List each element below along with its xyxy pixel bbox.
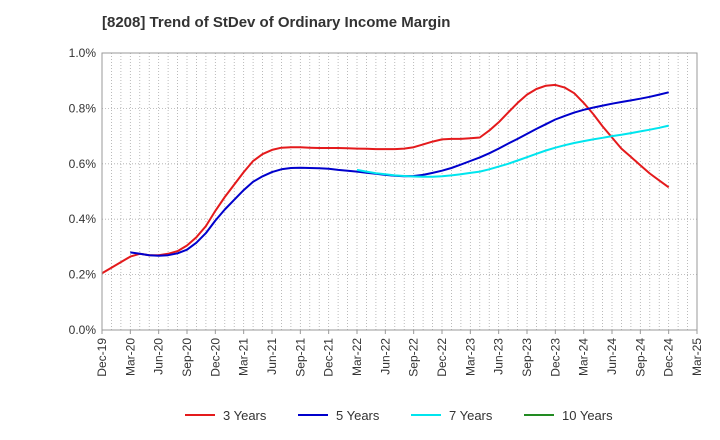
y-axis: 0.0% 0.2% 0.4% 0.6% 0.8% 1.0%	[69, 46, 97, 337]
series-line-7-years	[356, 124, 669, 178]
x-tick-label: Sep-22	[407, 338, 421, 377]
x-tick-label: Sep-21	[293, 338, 307, 377]
y-tick-label: 0.0%	[69, 323, 97, 337]
x-tick-label: Dec-23	[548, 338, 562, 377]
x-tick-label: Dec-21	[322, 338, 336, 377]
y-tick-label: 0.4%	[69, 212, 97, 226]
grid	[101, 52, 698, 331]
legend-label: 7 Years	[449, 408, 493, 423]
y-tick-label: 0.6%	[69, 157, 97, 171]
legend-label: 10 Years	[562, 408, 613, 423]
series-line-3-years	[101, 83, 670, 275]
legend-label: 3 Years	[223, 408, 267, 423]
x-tick-label: Jun-23	[492, 338, 506, 375]
x-tick-label: Jun-21	[265, 338, 279, 375]
x-tick-label: Mar-25	[690, 338, 704, 376]
x-tick-label: Mar-21	[237, 338, 251, 376]
x-tick-label: Mar-24	[577, 338, 591, 376]
series-lines	[101, 83, 670, 275]
x-tick-label: Sep-20	[180, 338, 194, 377]
x-tick-label: Jun-24	[605, 338, 619, 375]
y-tick-label: 1.0%	[69, 46, 97, 60]
x-tick-label: Jun-22	[378, 338, 392, 375]
x-tick-label: Mar-22	[350, 338, 364, 376]
x-tick-label: Dec-22	[435, 338, 449, 377]
legend: 3 Years 5 Years 7 Years 10 Years	[185, 408, 613, 423]
y-tick-label: 0.2%	[69, 268, 97, 282]
chart-title: [8208] Trend of StDev of Ordinary Income…	[102, 14, 450, 31]
x-axis: Dec-19 Mar-20 Jun-20 Sep-20 Dec-20 Mar-21 Jun-…	[95, 330, 704, 377]
legend-label: 5 Years	[336, 408, 380, 423]
x-tick-label: Jun-20	[152, 338, 166, 375]
x-tick-label: Mar-23	[463, 338, 477, 376]
y-tick-label: 0.8%	[69, 101, 97, 115]
x-tick-label: Sep-23	[520, 338, 534, 377]
x-tick-label: Mar-20	[123, 338, 137, 376]
x-tick-label: Sep-24	[633, 338, 647, 377]
x-tick-label: Dec-19	[95, 338, 109, 377]
plot-border	[101, 52, 698, 331]
x-tick-label: Dec-20	[208, 338, 222, 377]
x-tick-label: Dec-24	[662, 338, 676, 377]
series-line-5-years	[130, 91, 669, 257]
